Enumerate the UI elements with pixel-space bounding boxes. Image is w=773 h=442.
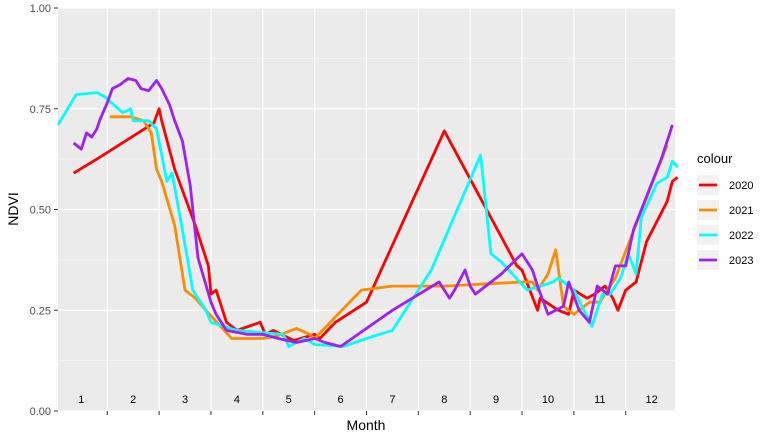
month-label: 7 (389, 394, 395, 406)
month-label: 12 (646, 394, 658, 406)
series-line-2020 (72, 107, 679, 342)
series-line-2022 (56, 91, 679, 348)
month-label: 8 (441, 394, 447, 406)
y-axis: 0.00 0.25 0.50 0.75 1.00 (30, 3, 58, 418)
legend-label-2020: 2020 (729, 180, 753, 192)
y-tick-label: 0.00 (30, 406, 51, 418)
grid-lines (58, 7, 675, 412)
legend-title: colour (697, 151, 733, 166)
month-label: 9 (493, 394, 499, 406)
y-axis-title: NDVI (5, 192, 21, 225)
month-label: 10 (542, 394, 554, 406)
month-label: 5 (286, 394, 292, 406)
series-line-2021 (109, 115, 669, 340)
y-tick-label: 0.75 (30, 104, 51, 116)
legend-label-2023: 2023 (729, 255, 753, 267)
y-tick-label: 1.00 (30, 3, 51, 15)
x-axis-title: Month (347, 417, 386, 433)
series-lines (56, 77, 679, 348)
month-label: 1 (78, 394, 84, 406)
legend-label-2022: 2022 (729, 230, 753, 242)
series-line-2023 (72, 77, 674, 348)
y-tick-label: 0.25 (30, 305, 51, 317)
legend-label-2021: 2021 (729, 205, 753, 217)
month-label: 4 (234, 394, 240, 406)
legend: colour 2020 2021 2022 2023 (697, 151, 753, 270)
x-axis: 1 2 3 4 5 6 7 8 9 10 11 12 (78, 394, 658, 415)
month-label: 2 (130, 394, 136, 406)
month-label: 6 (338, 394, 344, 406)
month-label: 3 (182, 394, 188, 406)
y-tick-label: 0.50 (30, 205, 51, 217)
month-label: 11 (594, 394, 605, 406)
